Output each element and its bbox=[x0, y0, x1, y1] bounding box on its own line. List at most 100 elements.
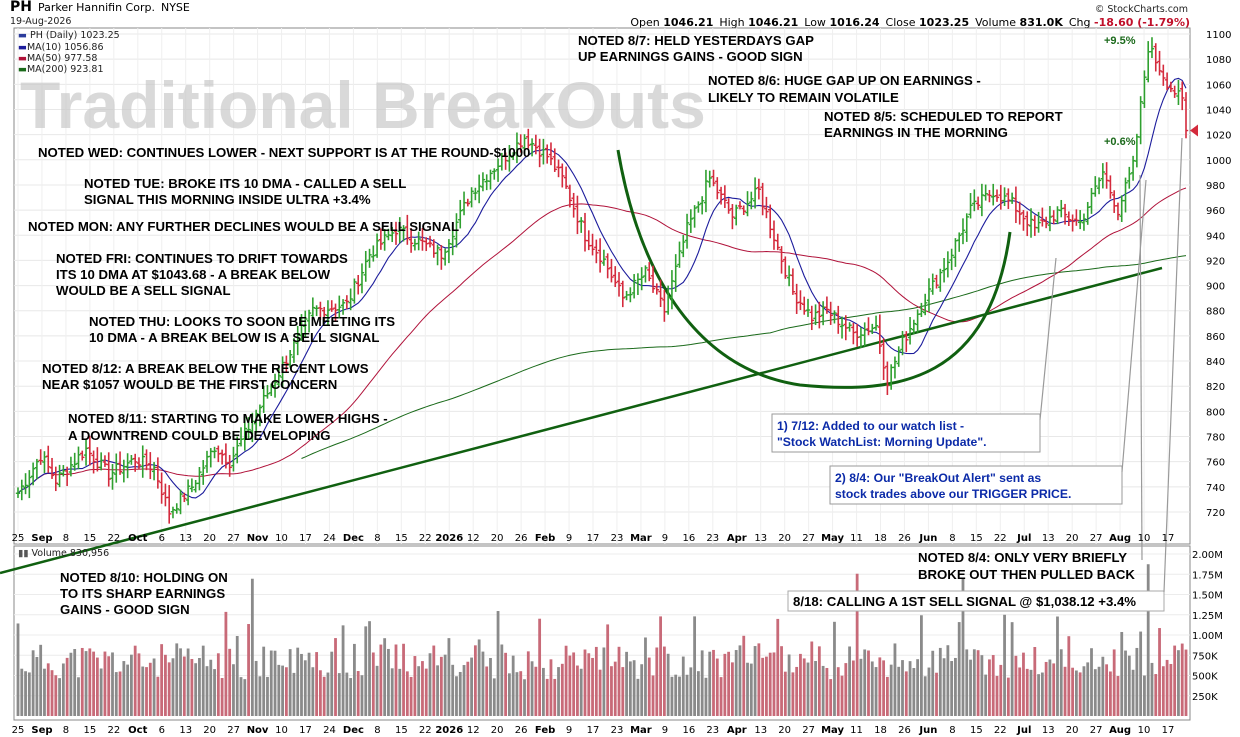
ohlc-bar bbox=[68, 456, 74, 477]
ohlc-bar bbox=[310, 297, 316, 319]
volume-bar bbox=[133, 645, 137, 716]
volume-bar bbox=[927, 667, 931, 716]
ohlc-bar bbox=[450, 224, 455, 256]
volume-bar bbox=[935, 672, 938, 716]
ohlc-bar bbox=[287, 349, 293, 368]
volume-bar bbox=[655, 647, 659, 716]
volume-bar bbox=[300, 653, 303, 716]
volume-bar bbox=[674, 674, 678, 716]
volume-bar bbox=[632, 660, 636, 716]
volume-bar bbox=[118, 671, 122, 716]
ohlc-bar bbox=[291, 338, 297, 363]
ohlc-bar bbox=[144, 449, 149, 471]
ohlc-bar bbox=[699, 196, 705, 215]
volume-bar bbox=[1139, 631, 1143, 716]
ohlc-bar bbox=[393, 221, 399, 245]
ohlc-bar bbox=[197, 466, 202, 491]
ohlc-bar bbox=[235, 436, 240, 464]
ohlc-bar bbox=[681, 235, 686, 258]
ohlc-bar bbox=[140, 445, 145, 478]
date-tick-label: 20 bbox=[491, 725, 504, 736]
volume-bar bbox=[171, 658, 175, 716]
volume-bar bbox=[80, 647, 84, 716]
volume-bar bbox=[417, 666, 421, 716]
ohlc-bar bbox=[571, 192, 576, 218]
date-tick-label: 15 bbox=[395, 725, 408, 736]
note-8-4-line2: BROKE OUT THEN PULLED BACK bbox=[918, 567, 1135, 582]
volume-bar bbox=[538, 618, 542, 716]
ohlc-bar bbox=[473, 187, 478, 201]
volume-bar bbox=[723, 653, 727, 716]
volume-bar bbox=[901, 660, 904, 716]
date-tick-label: 15 bbox=[84, 533, 97, 544]
volume-bar bbox=[413, 656, 417, 716]
date-tick-label: 26 bbox=[898, 725, 911, 736]
volume-bar bbox=[111, 652, 114, 716]
volume-tick-label: 2.00M bbox=[1192, 550, 1223, 561]
date-tick-label: May bbox=[821, 533, 844, 544]
volume-bar bbox=[1177, 650, 1180, 716]
date-tick-label: 22 bbox=[107, 533, 120, 544]
date-tick-label: 27 bbox=[802, 533, 815, 544]
ohlc-bar bbox=[643, 265, 648, 283]
ohlc-bar bbox=[1051, 210, 1056, 225]
volume-bar bbox=[1082, 666, 1086, 716]
sell-signal-pointer bbox=[1163, 137, 1183, 593]
ohlc-bar bbox=[1108, 175, 1113, 199]
date-tick-label: 8 bbox=[63, 725, 69, 736]
date-tick-label: 15 bbox=[970, 725, 983, 736]
ohlc-bar bbox=[49, 457, 55, 479]
ohlc-bar bbox=[87, 435, 93, 466]
ohlc-bar bbox=[805, 298, 811, 317]
ohlc-bar bbox=[1062, 203, 1068, 225]
volume-bar bbox=[817, 646, 821, 716]
ohlc-bar bbox=[941, 258, 947, 283]
date-tick-label: 17 bbox=[1162, 725, 1175, 736]
ohlc-bar bbox=[563, 166, 569, 189]
volume-bar bbox=[489, 658, 492, 716]
volume-bar bbox=[428, 653, 432, 716]
volume-tick-label: 1.50M bbox=[1192, 591, 1223, 602]
volume-bar bbox=[1048, 659, 1052, 716]
volume-bar bbox=[969, 659, 972, 716]
date-tick-label: 13 bbox=[754, 533, 767, 544]
date-tick-label: 27 bbox=[227, 725, 240, 736]
ohlc-bar bbox=[972, 189, 977, 212]
date-tick-label: Feb bbox=[535, 725, 555, 736]
volume-bar bbox=[198, 658, 201, 716]
volume-bar bbox=[568, 655, 572, 716]
ohlc-bar bbox=[741, 205, 746, 216]
ohlc-bar bbox=[798, 290, 803, 310]
volume-bar bbox=[266, 676, 269, 716]
volume-bar bbox=[182, 656, 186, 716]
ohlc-bar bbox=[836, 305, 841, 334]
volume-bar bbox=[783, 671, 787, 716]
volume-bar bbox=[897, 666, 901, 716]
ohlc-bar bbox=[650, 265, 656, 293]
volume-bar bbox=[727, 651, 731, 716]
price-tick-label: 780 bbox=[1206, 433, 1225, 444]
date-tick-label: 27 bbox=[802, 725, 815, 736]
date-tick-label: 20 bbox=[778, 533, 791, 544]
ohlc-bar bbox=[38, 449, 43, 465]
volume-bar bbox=[594, 646, 598, 716]
ohlc-bar bbox=[518, 134, 523, 153]
ohlc-bar bbox=[30, 462, 36, 486]
ohlc-bar bbox=[397, 217, 402, 243]
volume-bar bbox=[228, 648, 232, 716]
price-tick-label: 860 bbox=[1206, 332, 1225, 343]
ohlc-bar bbox=[926, 278, 932, 312]
volume-bar bbox=[1029, 669, 1033, 716]
ohlc-bar bbox=[987, 189, 992, 203]
volume-bar bbox=[980, 655, 984, 716]
ohlc-bar bbox=[968, 193, 973, 219]
date-axis: 25 25 Sep Sep 8 8 15 15 22 22 Oct Oct 6 6 13 13 20 20 27 27… bbox=[12, 533, 1175, 736]
volume-bar bbox=[20, 668, 24, 716]
volume-bar bbox=[341, 625, 345, 716]
date-tick-label: Jun bbox=[918, 725, 937, 736]
volume-bar bbox=[61, 663, 65, 716]
date-tick-label: 15 bbox=[395, 533, 408, 544]
source-label: © StockCharts.com bbox=[1095, 4, 1188, 15]
volume-bar bbox=[515, 672, 519, 716]
ohlc-bar bbox=[522, 134, 527, 154]
